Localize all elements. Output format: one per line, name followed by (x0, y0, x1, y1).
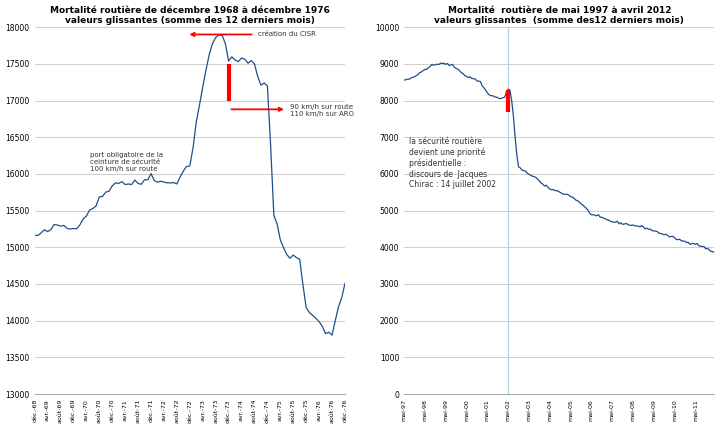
Text: création du CISR: création du CISR (258, 31, 315, 37)
Title: Mortalité  routière de mai 1997 à avril 2012
valeurs glissantes  (somme des12 de: Mortalité routière de mai 1997 à avril 2… (434, 6, 684, 25)
Text: la sécurité routière
devient une priorité
présidentielle :
discours de  Jacques
: la sécurité routière devient une priorit… (410, 137, 496, 189)
Title: Mortalité routière de décembre 1968 à décembre 1976
valeurs glissantes (somme de: Mortalité routière de décembre 1968 à dé… (50, 6, 330, 25)
Text: 90 km/h sur route
110 km/h sur ARO: 90 km/h sur route 110 km/h sur ARO (290, 103, 354, 117)
Text: port obligatoire de la
ceinture de sécurité
100 km/h sur route: port obligatoire de la ceinture de sécur… (89, 152, 163, 172)
